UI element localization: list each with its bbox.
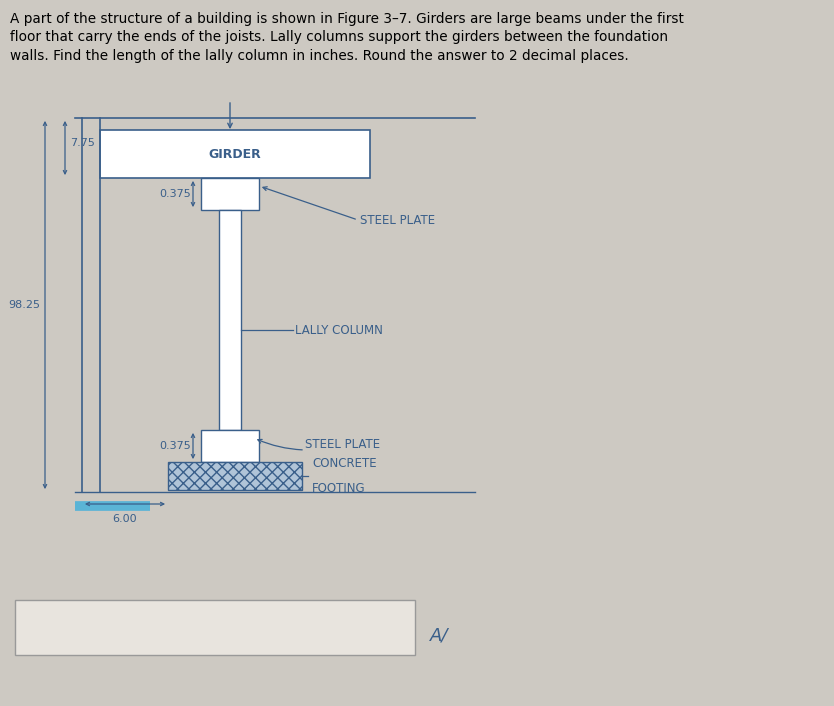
Text: 6.00: 6.00 (113, 514, 138, 524)
Bar (15, 600, 415, 655)
Text: STEEL PLATE: STEEL PLATE (305, 438, 380, 452)
Bar (201, 178, 259, 210)
Text: GIRDER: GIRDER (208, 148, 261, 160)
Bar (100, 130, 370, 178)
Text: A part of the structure of a building is shown in Figure 3–7. Girders are large : A part of the structure of a building is… (10, 12, 684, 63)
Text: 0.375: 0.375 (159, 441, 191, 451)
Text: FOOTING: FOOTING (312, 482, 365, 495)
Text: LALLY COLUMN: LALLY COLUMN (295, 323, 383, 337)
Bar (201, 430, 259, 462)
Text: A/: A/ (430, 626, 449, 644)
Text: 0.375: 0.375 (159, 189, 191, 199)
Text: CONCRETE: CONCRETE (312, 457, 377, 470)
Text: 98.25: 98.25 (8, 300, 40, 310)
Text: 7.75: 7.75 (70, 138, 95, 148)
Bar (168, 462, 302, 490)
Text: STEEL PLATE: STEEL PLATE (360, 213, 435, 227)
Bar (219, 210, 241, 430)
